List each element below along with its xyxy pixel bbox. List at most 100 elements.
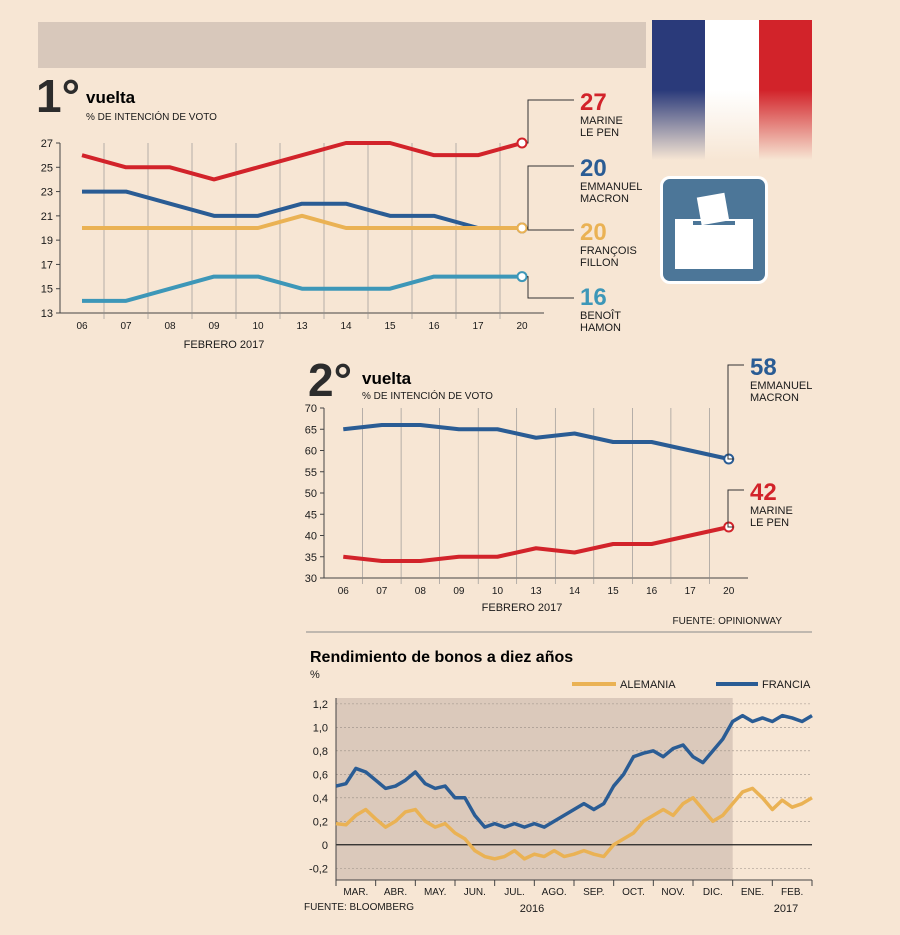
chart1-ytick-label: 27 xyxy=(41,138,53,150)
chart3-month-label: ABR. xyxy=(384,887,407,898)
chart1-line-benoit-hamon xyxy=(82,274,522,303)
chart3-ytick-label: 0,2 xyxy=(313,816,328,828)
chart1-xtick-label: 06 xyxy=(76,321,88,332)
chart1-title-number: 1° xyxy=(36,70,80,122)
chart3-x-ticks: MAR. ABR. MAY. JUN. JUL. AGO. SEP. OCT. NOV. DIC.… xyxy=(343,887,803,898)
chart2-final-value-marine-le-pen: 42 xyxy=(750,479,777,506)
chart2-leader-emmanuel-macron xyxy=(727,364,744,460)
chart3-2016-shaded-area xyxy=(336,698,733,880)
chart3-ytick-label: 1,2 xyxy=(313,699,328,711)
chart3-month-label: OCT. xyxy=(622,887,645,898)
chart1-series-name-benoit-hamon: HAMON xyxy=(580,322,621,334)
chart1-ytick-label: 13 xyxy=(41,308,53,320)
chart3-ylabel: % xyxy=(310,669,320,681)
legend-label-alemania: ALEMANIA xyxy=(620,679,676,691)
chart1-final-value-francois-fillon: 20 xyxy=(580,219,607,246)
chart3-gridlines xyxy=(335,698,813,886)
chart2-source: FUENTE: OPINIONWAY xyxy=(673,616,783,627)
chart1-x-ticks: 06 07 08 09 10 13 14 15 16 17 20 xyxy=(76,321,528,332)
chart2-xtick-label: 13 xyxy=(530,586,542,597)
chart1-line-francois-fillon xyxy=(82,213,522,230)
chart3-title: Rendimiento de bonos a diez años xyxy=(310,649,573,666)
chart1-leader-emmanuel-macron xyxy=(527,165,574,229)
chart2-ytick-label: 30 xyxy=(305,573,317,585)
chart2-y-ticks: 70 65 60 55 50 45 40 35 30 xyxy=(305,403,324,585)
chart1-ytick-label: 15 xyxy=(41,284,53,296)
chart2-xtick-label: 14 xyxy=(569,586,581,597)
chart2-xtick-label: 07 xyxy=(376,586,388,597)
chart1-final-value-benoit-hamon: 16 xyxy=(580,284,607,311)
header-banner xyxy=(38,22,646,68)
chart2-x-ticks: 06 07 08 09 10 13 14 15 16 17 20 xyxy=(338,586,735,597)
chart1-title-word: vuelta xyxy=(86,88,136,107)
ballot-box-drawing xyxy=(675,192,753,269)
chart3-ytick-label: 0,6 xyxy=(313,769,328,781)
chart1-final-value-marine-le-pen: 27 xyxy=(580,89,607,116)
chart1-y-ticks: 27 25 23 21 19 17 15 13 xyxy=(41,138,60,320)
chart1-series-name-marine-le-pen: MARINE xyxy=(580,115,623,127)
flag-stripe-red xyxy=(758,20,812,160)
chart2-series-name-marine-le-pen: MARINE xyxy=(750,505,793,517)
chart2-line-emmanuel-macron xyxy=(343,423,730,461)
chart1-series-name-francois-fillon: FILLON xyxy=(580,257,619,269)
chart3-month-label: NOV. xyxy=(661,887,685,898)
chart2-xtick-label: 15 xyxy=(608,586,620,597)
chart2-xlabel: FEBRERO 2017 xyxy=(482,602,563,614)
chart3-series xyxy=(335,713,813,861)
chart3-month-label: FEB. xyxy=(781,887,803,898)
chart3-ytick-label: -0,2 xyxy=(309,863,328,875)
chart1-leader-benoit-hamon xyxy=(527,276,574,299)
chart3-ytick-label: 0,8 xyxy=(313,746,328,758)
chart1-xlabel: FEBRERO 2017 xyxy=(184,339,265,351)
chart1-ytick-label: 23 xyxy=(41,187,53,199)
chart1-ytick-label: 19 xyxy=(41,235,53,247)
chart3-ytick-label: 1,0 xyxy=(313,722,328,734)
chart2-ytick-label: 65 xyxy=(305,424,317,436)
chart1-xtick-label: 14 xyxy=(340,321,352,332)
chart3-month-label: MAY. xyxy=(424,887,446,898)
chart3-source: FUENTE: BLOOMBERG xyxy=(304,902,414,913)
chart1-final-value-emmanuel-macron: 20 xyxy=(580,155,607,182)
chart1-xtick-label: 13 xyxy=(296,321,308,332)
chart2-xtick-label: 06 xyxy=(338,586,350,597)
chart1-ytick-label: 17 xyxy=(41,259,53,271)
chart1-subtitle: % DE INTENCIÓN DE VOTO xyxy=(86,110,217,123)
chart1-end-point-francois-fillon xyxy=(516,222,528,234)
chart3-ytick-label: 0,4 xyxy=(313,793,328,805)
chart3-month-label: SEP. xyxy=(583,887,605,898)
chart2-title-word: vuelta xyxy=(362,369,412,388)
chart3-line-alemania xyxy=(335,786,813,861)
chart2-subtitle: % DE INTENCIÓN DE VOTO xyxy=(362,389,493,402)
chart3-month-label: AGO. xyxy=(542,887,567,898)
chart1-xtick-label: 07 xyxy=(120,321,132,332)
chart2-xtick-label: 17 xyxy=(685,586,697,597)
chart2-line-marine-le-pen xyxy=(343,525,730,563)
chart3-ytick-label: 0 xyxy=(322,840,328,852)
chart2-ytick-label: 70 xyxy=(305,403,317,415)
chart1-series-name-benoit-hamon: BENOÎT xyxy=(580,309,621,322)
chart2-series xyxy=(343,423,735,563)
chart2-ytick-label: 60 xyxy=(305,446,317,458)
chart2-gridlines xyxy=(323,408,748,584)
chart1-gridlines xyxy=(59,143,544,319)
chart1-ytick-label: 25 xyxy=(41,162,53,174)
flag-stripe-white xyxy=(705,20,759,160)
chart2-ytick-label: 40 xyxy=(305,531,317,543)
chart3-y-ticks: 1,2 1,0 0,8 0,6 0,4 0,2 0 -0,2 xyxy=(309,699,328,875)
chart1-leader-francois-fillon xyxy=(527,227,574,231)
chart1-series-name-emmanuel-macron: MACRON xyxy=(580,193,629,205)
chart2-xtick-label: 10 xyxy=(492,586,504,597)
chart2-title-number: 2° xyxy=(308,354,352,406)
chart1-end-point-benoit-hamon xyxy=(516,271,528,283)
chart2-ytick-label: 35 xyxy=(305,552,317,564)
chart1-xtick-label: 10 xyxy=(252,321,264,332)
chart3-month-label: JUN. xyxy=(464,887,486,898)
chart2-series-name-marine-le-pen: LE PEN xyxy=(750,517,789,529)
chart2-leader-marine-le-pen xyxy=(727,489,744,528)
chart1-xtick-label: 08 xyxy=(164,321,176,332)
chart1-line-emmanuel-macron xyxy=(82,189,479,230)
chart2-series-name-emmanuel-macron: MACRON xyxy=(750,392,799,404)
chart1-series-name-francois-fillon: FRANÇOIS xyxy=(580,245,637,257)
